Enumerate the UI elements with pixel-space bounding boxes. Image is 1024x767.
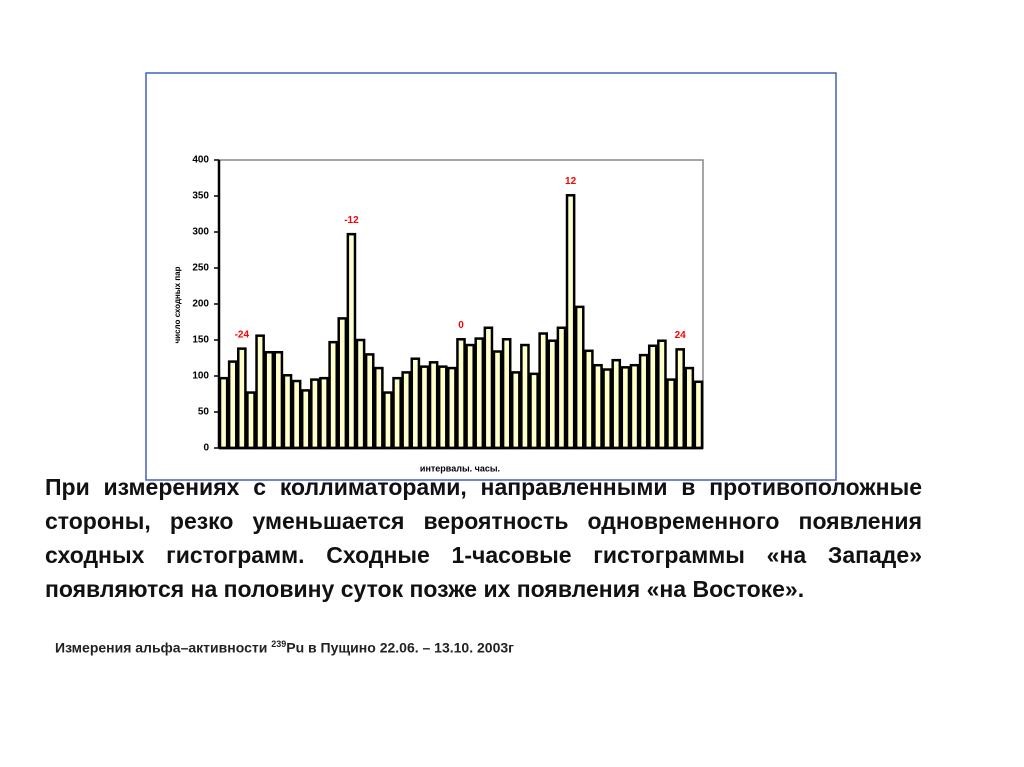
bar (300, 389, 311, 450)
bar (364, 353, 375, 450)
bar (447, 366, 457, 450)
annotation: -12 (344, 215, 359, 226)
y-tick-label: 350 (192, 191, 209, 202)
bar (291, 379, 302, 450)
bar (328, 340, 338, 450)
bar (373, 366, 384, 450)
y-tick-label: 400 (192, 155, 209, 166)
y-tick-label: 300 (192, 227, 209, 238)
caption-text: Pu в Пущино 22.06. – 13.10. 2003г (286, 639, 514, 656)
bar (401, 371, 412, 450)
bar (647, 344, 658, 450)
y-tick-label: 200 (192, 299, 209, 310)
bar (584, 349, 594, 450)
bar (392, 376, 402, 450)
y-axis-label: число сходных пар (173, 266, 182, 343)
caption: Измерения альфа–активности 239Pu в Пущин… (55, 639, 514, 656)
caption-text: Измерения альфа–активности (55, 639, 272, 656)
annotation: 24 (675, 330, 687, 341)
bar (355, 338, 366, 450)
bar (556, 326, 567, 450)
bar (410, 357, 421, 450)
bar (602, 368, 612, 450)
paragraph: При измерениях с коллиматорами, направле… (45, 474, 922, 602)
x-axis-label: интервалы. часы. (420, 463, 500, 473)
bar (565, 194, 576, 450)
bar (638, 353, 649, 450)
y-tick-label: 150 (192, 335, 209, 346)
bar (273, 350, 284, 450)
y-tick-label: 0 (203, 443, 209, 454)
y-tick-label: 100 (192, 371, 209, 382)
caption-sup: 239 (271, 639, 287, 649)
annotation: 12 (565, 176, 577, 187)
bar (611, 358, 622, 450)
bar (629, 363, 640, 450)
bar (693, 380, 704, 450)
bar (218, 376, 229, 450)
bar (383, 391, 393, 450)
bar (227, 360, 238, 450)
bar (529, 372, 539, 450)
bar (255, 334, 265, 450)
bar (501, 338, 512, 450)
bar (675, 348, 685, 450)
bar (620, 366, 631, 450)
bar (657, 339, 667, 450)
bar (520, 343, 530, 450)
bar (465, 343, 475, 450)
bar (510, 371, 521, 450)
bar (246, 391, 256, 450)
bar (483, 326, 494, 450)
bar (666, 378, 676, 450)
annotation: -24 (235, 329, 250, 340)
bar (593, 363, 603, 450)
bar (492, 350, 503, 450)
y-tick-label: 50 (198, 407, 210, 418)
bar (684, 366, 695, 450)
bar (419, 365, 430, 450)
bar (474, 337, 485, 450)
bar (264, 350, 275, 450)
bar (547, 339, 558, 450)
bar (538, 332, 549, 450)
frame (145, 72, 837, 481)
bar (319, 376, 329, 450)
bar (437, 365, 448, 450)
bar (310, 378, 320, 450)
bar (428, 361, 439, 450)
annotation: 0 (458, 320, 464, 331)
bar (346, 232, 357, 450)
bar (237, 347, 247, 450)
bar (337, 317, 348, 450)
bar (282, 374, 293, 450)
y-tick-label: 250 (192, 263, 209, 274)
bar (574, 305, 585, 450)
bar (456, 338, 466, 450)
